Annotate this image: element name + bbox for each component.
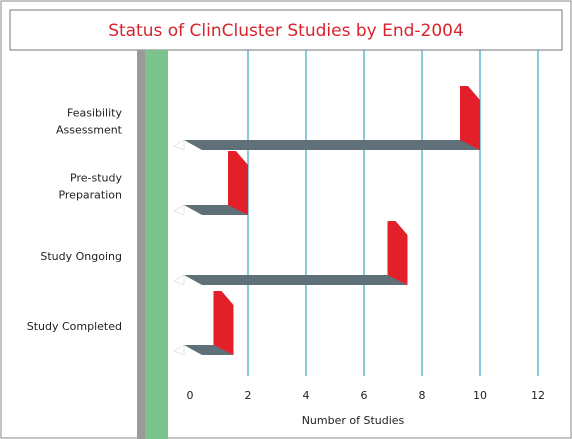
bar-end: [387, 221, 408, 285]
chart-title: Status of ClinCluster Studies by End-200…: [108, 21, 464, 41]
x-axis-label: Number of Studies: [302, 414, 405, 427]
bar: [173, 291, 234, 356]
y-tick-label: Assessment: [56, 124, 123, 137]
x-tick-label: 2: [245, 389, 252, 402]
bar-notch: [173, 204, 185, 216]
bar-floor: [184, 205, 248, 215]
x-tick-label: 4: [303, 389, 310, 402]
x-tick-label: 12: [531, 389, 545, 402]
bar: [173, 86, 480, 151]
x-tick-label: 6: [361, 389, 368, 402]
y-tick-label: Study Ongoing: [40, 250, 122, 263]
bar-notch: [173, 274, 185, 286]
bar: [173, 151, 248, 216]
gray-strip: [137, 50, 145, 439]
x-tick-label: 0: [187, 389, 194, 402]
x-tick-label: 8: [419, 389, 426, 402]
bar-notch: [173, 139, 185, 151]
x-tick-label: 10: [473, 389, 487, 402]
bar-end: [228, 151, 248, 215]
bar-floor: [184, 345, 234, 355]
green-strip: [145, 50, 168, 439]
bar: [173, 221, 408, 286]
title-box: [9, 9, 563, 51]
bar-notch: [173, 344, 185, 356]
bar-floor: [184, 140, 480, 150]
y-tick-label: Feasibility: [67, 107, 122, 120]
bar-end: [460, 86, 480, 150]
bar-floor: [184, 275, 408, 285]
y-tick-label: Study Completed: [27, 320, 122, 333]
y-tick-label: Pre-study: [70, 172, 122, 185]
bar-end: [213, 291, 234, 355]
y-tick-label: Preparation: [58, 189, 122, 202]
